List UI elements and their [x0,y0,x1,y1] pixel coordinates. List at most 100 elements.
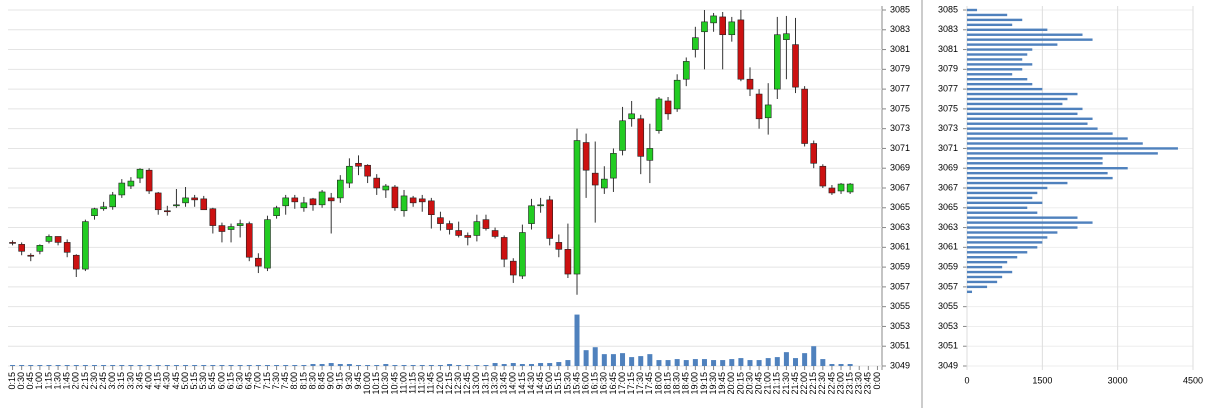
profile-bar [967,43,1058,46]
x-tick-label: 6:15 [225,372,235,390]
y-tick-label: 3067 [890,182,910,192]
x-tick-label: 13:30 [489,372,499,395]
x-tick-label: 2:00 [71,372,81,390]
volume-bar [192,365,198,366]
profile-bar [967,152,1158,155]
x-tick-label: 17:45 [644,372,654,395]
profile-bar [967,122,1088,125]
volume-bar [756,360,762,366]
x-tick-label: 9:00 [326,372,336,390]
y-tick-label: 3053 [890,321,910,331]
volume-bar [55,365,61,366]
candle-body [182,197,189,204]
volume-bar [492,363,498,366]
volume-bar [538,363,544,366]
x-tick-label: 21:45 [790,372,800,395]
volume-bar [574,314,580,366]
y-tick-label: 3059 [938,261,958,271]
y-tick-label: 3073 [890,123,910,133]
volume-bar [91,365,97,366]
candle-body [255,257,262,267]
volume-bar [583,350,589,366]
volume-bar [101,365,107,366]
y-tick-label: 3065 [938,202,958,212]
profile-bar [967,157,1103,160]
profile-bar [967,211,1038,214]
candle-body [209,208,217,226]
volume-bar [183,365,189,366]
volume-bar [447,364,453,366]
profile-bar [967,270,1013,274]
candle-body [637,118,645,157]
x-tick-label: 17:15 [626,372,636,395]
volume-bar [510,363,516,366]
candle-body [728,21,736,36]
volume-bar [701,359,707,366]
profile-bar [967,53,1028,56]
volume-bar [274,365,280,366]
y-tick-label: 3075 [938,103,958,113]
candle-body [164,210,171,213]
candle-body [455,230,462,236]
candle-body [837,183,845,192]
volume-bar [119,365,125,366]
candle-body [537,204,544,207]
y-tick-label: 3063 [890,222,910,232]
profile-bar [967,13,1008,17]
x-tick-label: 3:30 [125,372,135,390]
profile-bar [967,275,1003,279]
x-tick-label: 17:30 [635,372,645,395]
x-tick-label: 20:15 [735,372,745,395]
volume-bar [474,365,480,366]
candle-body [801,88,808,144]
candle-body [828,187,836,194]
candle-body [300,202,308,209]
candle-body [646,148,654,161]
profile-bar [967,92,1078,96]
x-tick-label: 10:15 [371,372,381,395]
volume-bar [638,356,644,366]
x-tick-label: 8:00 [289,372,299,390]
profile-bar [967,280,998,284]
y-tick-label: 3079 [890,64,910,74]
volume-bar [146,365,152,366]
candle-body [792,44,799,88]
x-tick-label: 14:45 [535,372,545,395]
profile-bar [967,132,1113,135]
x-tick-label: 15:15 [553,372,563,395]
candle-body [346,165,353,184]
y-tick-label: 3057 [890,281,910,291]
volume-bar [73,365,79,366]
x-tick-label: 18:00 [653,372,663,395]
profile-bar [967,8,978,12]
x-tick-label: 7:00 [253,372,263,390]
profile-bar [967,216,1078,219]
volume-bar [283,365,289,366]
x-tick-label: 19:00 [690,372,700,395]
x-tick-label: 20:00 [726,372,736,395]
volume-bar [711,360,717,366]
profile-bar [967,63,1033,66]
volume-bar [246,365,252,366]
y-tick-label: 3075 [890,103,910,113]
candle-body [774,34,781,90]
volume-bar [110,365,116,366]
profile-bar [967,201,1043,205]
x-tick-label: 19:30 [708,372,718,395]
y-tick-label: 3049 [890,360,910,370]
y-tick-label: 3069 [890,163,910,173]
volume-bar [155,365,161,366]
profile-bar [967,28,1048,31]
x-tick-label: 21:15 [772,372,782,395]
candle-body [428,200,435,216]
y-tick-label: 3083 [938,24,958,34]
x-tick-label: 1:15 [43,372,53,390]
volume-bar [820,359,826,366]
profile-bar [967,58,1023,61]
profile-bar [967,107,1083,111]
x-tick-label: 4:15 [153,372,163,390]
candle-body [282,197,289,207]
candle-body [173,204,180,207]
candle-body [528,205,535,224]
